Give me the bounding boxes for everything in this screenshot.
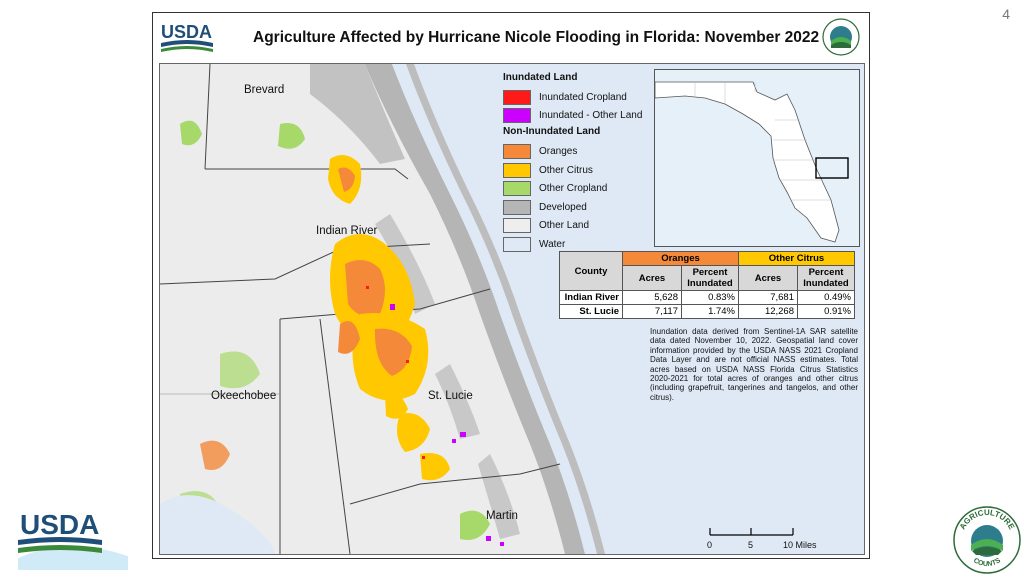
page-number: 4 — [1002, 6, 1010, 22]
table-cell: 1.74% — [681, 304, 739, 319]
seal-bottom-text: COUNTS — [972, 557, 1002, 568]
legend-swatch — [503, 89, 531, 105]
usda-logo-large: USDA — [0, 508, 138, 575]
legend-item: Developed — [503, 198, 663, 217]
legend-label: Inundated Cropland — [539, 91, 627, 103]
legend-item: Oranges — [503, 142, 663, 161]
legend-item: Water — [503, 235, 663, 254]
usda-logo-large-text: USDA — [20, 509, 99, 540]
county-label-st-lucie: St. Lucie — [428, 390, 473, 402]
table-cell: St. Lucie — [559, 304, 623, 319]
legend-item: Inundated - Other Land — [503, 107, 663, 126]
map-figure: USDA Agriculture Affected by Hurricane N… — [152, 12, 870, 559]
legend-heading-inundated: Inundated Land — [503, 72, 578, 83]
svg-text:COUNTS: COUNTS — [972, 557, 1002, 568]
flood-map: Brevard Indian River Okeechobee St. Luci… — [159, 63, 865, 555]
table-cell: 7,117 — [622, 304, 682, 319]
legend-swatch — [503, 218, 531, 234]
legend-item: Other Cropland — [503, 179, 663, 198]
county-label-martin: Martin — [486, 510, 518, 522]
table-cell: 0.49% — [797, 290, 855, 305]
table-subheader: Percent Inundated — [681, 265, 739, 291]
legend-label: Water — [539, 238, 566, 250]
legend-label: Other Citrus — [539, 164, 593, 176]
table-cell: 0.83% — [681, 290, 739, 305]
legend-swatch — [503, 181, 531, 197]
legend-label: Oranges — [539, 145, 578, 157]
table-row: St. Lucie 7,117 1.74% 12,268 0.91% — [559, 304, 855, 319]
florida-locator-inset — [654, 69, 860, 247]
map-header: USDA Agriculture Affected by Hurricane N… — [153, 13, 869, 63]
scale-label: 5 — [748, 540, 754, 550]
citrus-stats-table: County Oranges Other Citrus Acres Percen… — [559, 251, 855, 319]
usda-logo: USDA — [161, 21, 213, 60]
table-subheader: Acres — [738, 265, 798, 291]
table-cell: 12,268 — [738, 304, 798, 319]
agriculture-counts-seal — [821, 17, 861, 62]
source-note: Inundation data derived from Sentinel-1A… — [650, 327, 858, 402]
table-cell: Indian River — [559, 290, 623, 305]
map-canvas — [160, 64, 605, 554]
legend-swatch — [503, 162, 531, 178]
table-subheader: Percent Inundated — [797, 265, 855, 291]
table-cell: 7,681 — [738, 290, 798, 305]
legend-label: Other Land — [539, 220, 590, 232]
county-label-brevard: Brevard — [244, 84, 285, 96]
table-cell: 5,628 — [622, 290, 682, 305]
legend-item: Other Land — [503, 217, 663, 236]
table-row: Indian River 5,628 0.83% 7,681 0.49% — [559, 290, 855, 305]
scale-label: 10 Miles — [783, 540, 817, 550]
legend-label: Developed — [539, 201, 587, 213]
table-header-county: County — [559, 251, 623, 291]
scale-label: 0 — [707, 540, 713, 550]
map-legend: Inundated Land Inundated Cropland Inunda… — [503, 71, 663, 254]
usda-logo-text: USDA — [161, 22, 212, 42]
legend-item: Other Citrus — [503, 161, 663, 180]
county-label-indian-river: Indian River — [316, 225, 378, 237]
legend-swatch — [503, 199, 531, 215]
legend-label: Other Cropland — [539, 183, 608, 195]
legend-swatch — [503, 143, 531, 159]
table-subheader: Acres — [622, 265, 682, 291]
table-cell: 0.91% — [797, 304, 855, 319]
legend-item: Inundated Cropland — [503, 88, 663, 107]
legend-swatch — [503, 236, 531, 252]
agriculture-counts-seal-large: AGRICULTURE COUNTS — [952, 505, 1022, 580]
table-header-oranges: Oranges — [622, 251, 739, 266]
map-title: Agriculture Affected by Hurricane Nicole… — [253, 29, 820, 46]
legend-label: Inundated - Other Land — [539, 110, 643, 122]
county-label-okeechobee: Okeechobee — [211, 390, 277, 402]
scale-bar: 0 5 10 Miles — [707, 525, 817, 550]
table-header-other-citrus: Other Citrus — [738, 251, 855, 266]
inset-extent-box — [815, 157, 849, 179]
legend-swatch — [503, 108, 531, 124]
legend-heading-non-inundated: Non-Inundated Land — [503, 126, 601, 138]
